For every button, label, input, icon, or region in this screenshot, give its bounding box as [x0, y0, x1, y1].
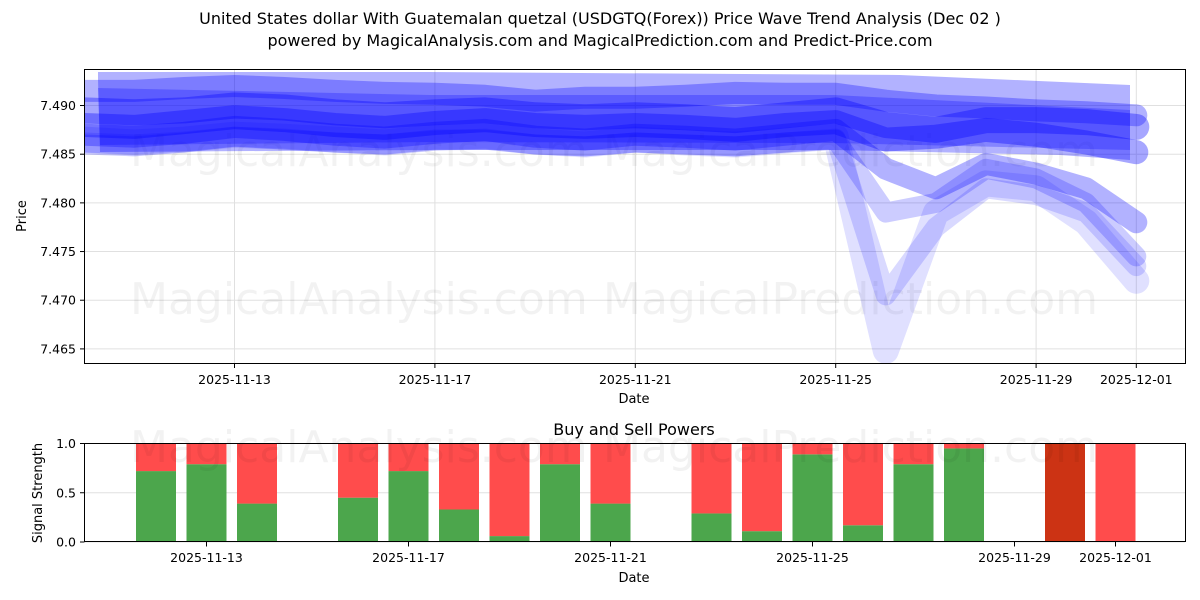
sell-bar [1095, 443, 1136, 542]
price-wave-bands [85, 72, 1150, 363]
price-ytick-label: 7.470 [40, 293, 76, 308]
signal-xtick-label: 2025-11-13 [170, 550, 243, 565]
price-wave-core [98, 88, 1130, 150]
signal-x-axis: 2025-11-13 2025-11-17 2025-11-21 2025-11-25… [170, 542, 1152, 565]
chart-subtitle: powered by MagicalAnalysis.com and Magic… [267, 31, 933, 50]
price-y-axis: 7.465 7.470 7.475 7.480 7.485 7.490 [40, 98, 85, 356]
buy-bar [792, 454, 833, 542]
sell-bar [843, 443, 883, 526]
buy-bar [540, 464, 580, 542]
price-wave-wave-main-2 [85, 105, 1149, 165]
sell-bar [691, 443, 732, 514]
watermark-prediction-top-2: MagicalPrediction.com [603, 126, 1098, 177]
price-wave-wave-dip [85, 121, 1150, 363]
signal-chart-title: Buy and Sell Powers [553, 420, 715, 439]
sell-bar [742, 443, 782, 532]
price-xtick-label: 2025-11-29 [1000, 372, 1073, 387]
price-x-axis: 2025-11-13 2025-11-17 2025-11-21 2025-11-25… [198, 363, 1173, 387]
signal-xtick-label: 2025-11-17 [372, 550, 445, 565]
buy-bar [439, 509, 479, 542]
price-grid [85, 70, 1185, 363]
price-wave-wave-upper [85, 75, 1148, 127]
buy-bar [843, 525, 883, 542]
watermark-analysis-top: MagicalAnalysis.com [130, 274, 588, 325]
price-ytick-label: 7.485 [40, 147, 76, 162]
sell-bar [237, 443, 277, 504]
sell-bar [186, 443, 227, 465]
sell-bar [136, 443, 176, 472]
signal-y-axis: 0.0 0.5 1.0 [56, 436, 85, 550]
buy-bar [186, 464, 227, 542]
buy-bar [893, 464, 934, 542]
watermark-prediction-top: MagicalPrediction.com [603, 274, 1098, 325]
price-wave-wave-dip-2 [85, 126, 1147, 306]
signal-xtick-label: 2025-11-29 [978, 550, 1051, 565]
buy-bar [590, 503, 631, 542]
signal-xtick-label: 2025-12-01 [1079, 550, 1152, 565]
buy-bar [742, 531, 782, 542]
sell-bar [439, 443, 479, 510]
price-xtick-label: 2025-11-21 [599, 372, 672, 387]
signal-xtick-label: 2025-11-21 [574, 550, 647, 565]
signal-bars [136, 443, 1136, 542]
price-ytick-label: 7.475 [40, 244, 76, 259]
signal-ytick-label: 1.0 [56, 436, 76, 451]
sell-bar [489, 443, 530, 537]
signal-x-label: Date [618, 571, 649, 586]
price-y-label: Price [15, 200, 30, 232]
chart-title: United States dollar With Guatemalan que… [199, 9, 1001, 28]
price-wave-wave-low-1 [85, 126, 1147, 267]
price-xtick-label: 2025-11-13 [198, 372, 271, 387]
buy-bar [691, 513, 732, 542]
signal-ytick-label: 0.0 [56, 535, 76, 550]
signal-y-label: Signal Strength [31, 443, 46, 543]
buy-bar [489, 536, 530, 542]
buy-bar [136, 471, 176, 542]
watermark-analysis-top-2: MagicalAnalysis.com [130, 126, 588, 177]
sell-bar [792, 443, 833, 455]
buy-bar [338, 497, 378, 542]
watermark-analysis-bottom: MagicalAnalysis.com [130, 422, 588, 473]
sell-bar [540, 443, 580, 465]
price-ytick-label: 7.465 [40, 341, 76, 356]
sell-bar [1045, 443, 1085, 542]
sell-bar [893, 443, 934, 465]
buy-bar [388, 471, 429, 542]
price-wave-envelope [98, 72, 1130, 160]
price-xtick-label: 2025-12-01 [1100, 372, 1173, 387]
buy-bar [944, 448, 984, 542]
watermark-prediction-bottom: MagicalPrediction.com [603, 422, 1098, 473]
price-x-label: Date [618, 392, 649, 407]
price-ytick-label: 7.480 [40, 195, 76, 210]
price-xtick-label: 2025-11-17 [399, 372, 472, 387]
price-ytick-label: 7.490 [40, 98, 76, 113]
signal-xtick-label: 2025-11-25 [776, 550, 849, 565]
sell-bar [388, 443, 429, 472]
price-xtick-label: 2025-11-25 [799, 372, 872, 387]
signal-ytick-label: 0.5 [56, 485, 76, 500]
sell-bar [338, 443, 378, 498]
buy-bar [237, 503, 277, 542]
price-wave-wave-main-3 [85, 115, 1148, 234]
price-wave-wave-main-1 [85, 92, 1150, 143]
sell-bar [944, 443, 984, 449]
sell-bar [590, 443, 631, 504]
